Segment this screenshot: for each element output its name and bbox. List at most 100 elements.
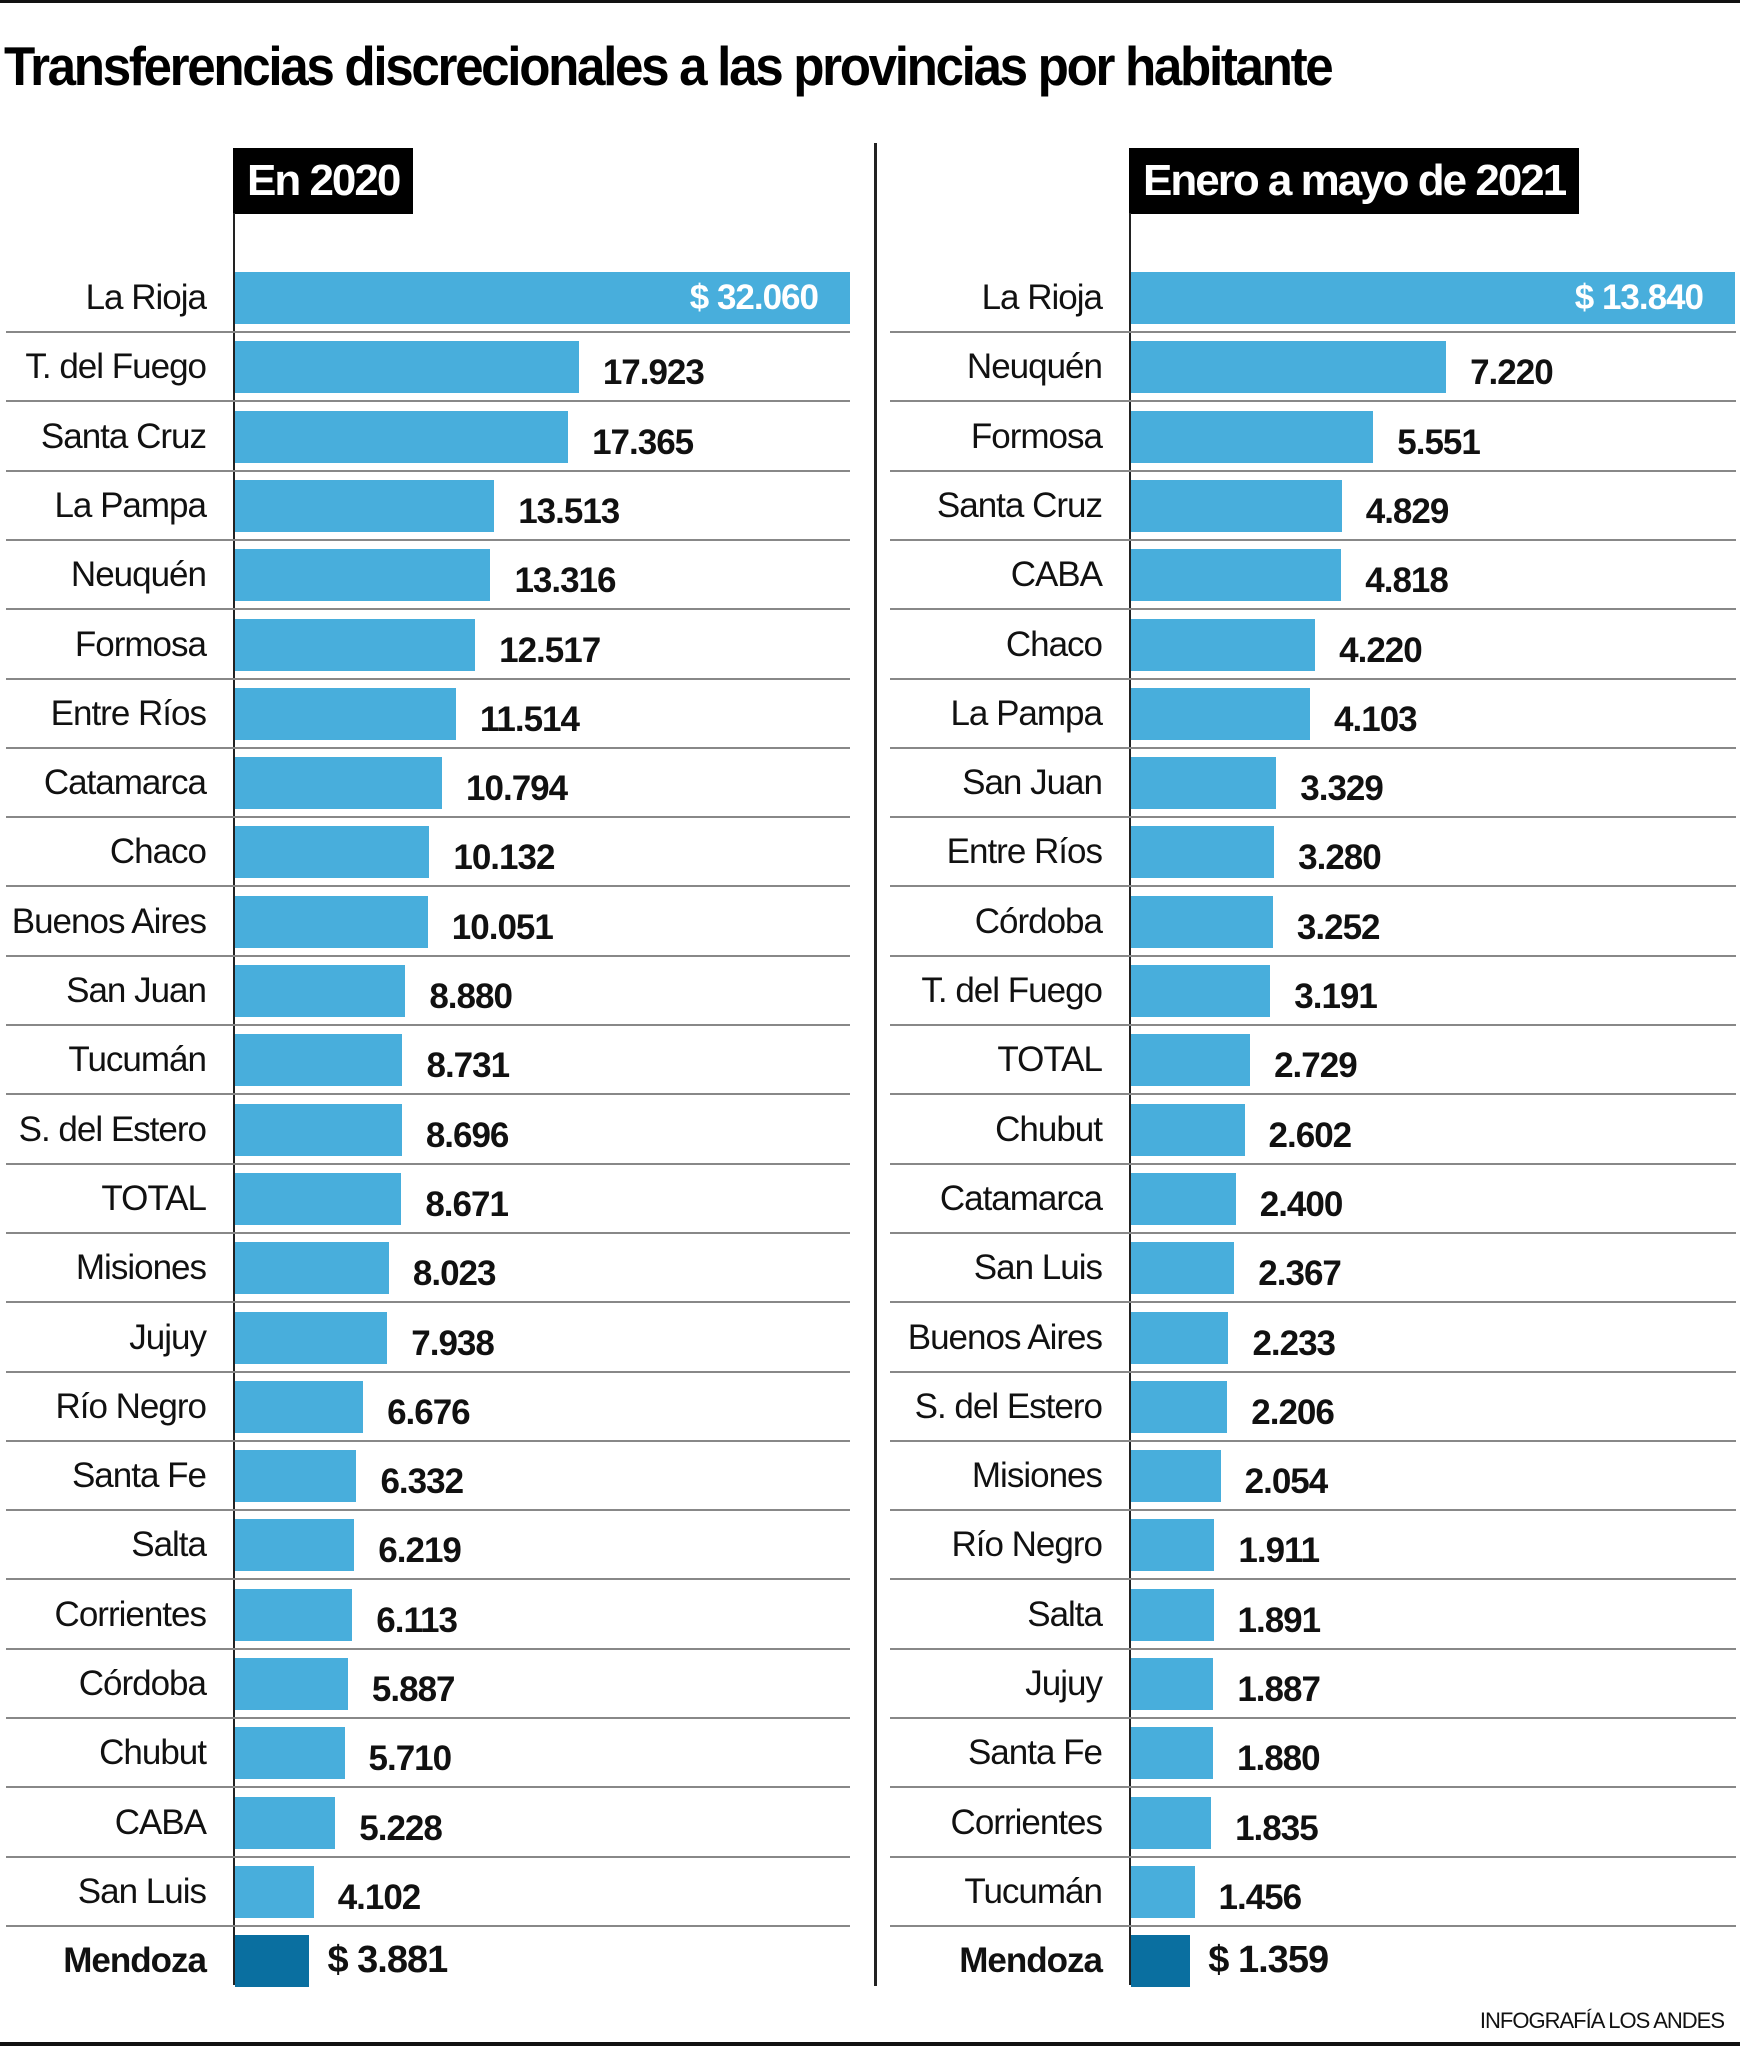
bar: [235, 1242, 389, 1295]
row-separator: [6, 1717, 850, 1719]
bar: [235, 272, 850, 324]
row-separator: [890, 1509, 1736, 1512]
bar-row: Río Negro 6.676: [0, 1372, 1740, 1442]
row-separator: [890, 1162, 1736, 1165]
value-label: 2.602: [1268, 1115, 1353, 1155]
bottom-rule: [0, 2042, 1740, 2046]
bar-row: Salta 1.891: [0, 1580, 1740, 1650]
value-label: 1.880: [1237, 1739, 1321, 1779]
category-label: Tucumán: [68, 1040, 207, 1080]
category-label: Salta: [131, 1525, 207, 1565]
value-label: $ 3.881: [327, 1939, 448, 1982]
category-label: La Rioja: [981, 278, 1103, 317]
row-separator: [6, 1439, 850, 1442]
category-label: TOTAL: [997, 1040, 1103, 1080]
value-label: 2.367: [1258, 1254, 1342, 1294]
bar-row: San Luis 4.102: [0, 1857, 1740, 1927]
value-label: 5.228: [359, 1808, 443, 1848]
category-label: Jujuy: [1025, 1664, 1103, 1703]
category-label: Misiones: [75, 1248, 207, 1288]
value-label: 3.252: [1296, 907, 1381, 947]
row-separator: [6, 608, 850, 611]
row-separator: [890, 885, 1736, 888]
category-label: Buenos Aires: [11, 901, 207, 941]
category-label: Buenos Aires: [907, 1317, 1103, 1357]
row-separator: [890, 1647, 1736, 1650]
row-separator: [890, 816, 1736, 819]
value-label: 8.880: [429, 977, 513, 1016]
value-label: 4.818: [1365, 561, 1449, 601]
row-separator: [890, 1439, 1736, 1442]
bar-row: Santa Cruz 17.365: [0, 402, 1740, 472]
bar: [235, 895, 428, 948]
bar: [1131, 618, 1316, 671]
bar: [1131, 1311, 1229, 1364]
bar-row: Salta 6.219: [0, 1510, 1740, 1581]
bar-row: Chubut 2.602: [0, 1095, 1740, 1165]
category-label: Salta: [1027, 1594, 1103, 1634]
bar-row: San Luis 2.367: [0, 1233, 1740, 1304]
bar: [235, 1034, 403, 1087]
value-label: 1.456: [1218, 1877, 1303, 1917]
bar-row: La Rioja $ 32.060: [0, 263, 1740, 333]
bar: [235, 1380, 364, 1433]
row-separator: [6, 1301, 850, 1304]
row-separator: [6, 677, 850, 680]
bar: [235, 1103, 402, 1156]
row-separator: [890, 1786, 1736, 1789]
bar: [235, 1519, 355, 1572]
category-label: S. del Estero: [914, 1386, 1103, 1426]
row-separator: [6, 1093, 850, 1096]
row-separator: [6, 746, 850, 749]
bar: [1131, 1380, 1228, 1433]
category-label: S. del Estero: [18, 1109, 207, 1149]
bar: [235, 1865, 314, 1918]
category-label: Neuquén: [966, 347, 1103, 387]
row-separator: [890, 1924, 1736, 1927]
category-label: San Luis: [973, 1248, 1103, 1288]
bar: [235, 687, 456, 740]
row-separator: [6, 1578, 850, 1581]
row-separator: [890, 1301, 1736, 1304]
category-label: San Juan: [962, 763, 1103, 803]
value-label: 11.514: [479, 699, 580, 739]
value-label: 6.332: [380, 1462, 464, 1502]
value-label: 10.794: [466, 769, 568, 809]
category-label: Santa Fe: [71, 1456, 207, 1496]
bar-row: Córdoba 3.252: [0, 887, 1740, 957]
bar: [1131, 272, 1735, 324]
bar: [235, 618, 476, 671]
bar-row: T. del Fuego 17.923: [0, 332, 1740, 403]
value-label: 3.329: [1300, 769, 1384, 809]
value-label: 13.316: [514, 561, 616, 601]
row-separator: [6, 469, 850, 472]
category-label: Tucumán: [964, 1871, 1103, 1911]
category-label: Río Negro: [55, 1386, 207, 1426]
row-separator: [6, 1162, 850, 1165]
bar-row: Santa Fe 1.880: [0, 1718, 1740, 1789]
bar: [1131, 341, 1447, 394]
value-label: 17.365: [592, 422, 694, 462]
category-label: San Luis: [77, 1871, 207, 1911]
row-separator: [6, 331, 850, 333]
bar: [1131, 1034, 1251, 1087]
bar-row: Chaco 4.220: [0, 610, 1740, 680]
bar-row: Misiones 8.023: [0, 1233, 1740, 1304]
bar-row: Corrientes 1.835: [0, 1788, 1740, 1858]
bar-row: Jujuy 1.887: [0, 1649, 1740, 1719]
bar-row: Neuquén 13.316: [0, 540, 1740, 611]
bar-row: Santa Fe 6.332: [0, 1441, 1740, 1512]
category-label: Córdoba: [78, 1664, 207, 1703]
row-separator: [6, 1647, 850, 1650]
bar: [1131, 1103, 1245, 1156]
chart-title: Transferencias discrecionales a las prov…: [4, 35, 1334, 97]
value-label: $ 32.060: [689, 278, 819, 317]
credit: INFOGRAFÍA LOS ANDES: [1479, 2008, 1725, 2033]
row-separator: [6, 816, 850, 819]
category-label: San Juan: [66, 971, 207, 1010]
bar: [1131, 757, 1277, 810]
bar: [1131, 1172, 1236, 1225]
category-label: Santa Fe: [967, 1733, 1103, 1773]
bar: [235, 1796, 336, 1849]
row-separator: [890, 400, 1736, 403]
